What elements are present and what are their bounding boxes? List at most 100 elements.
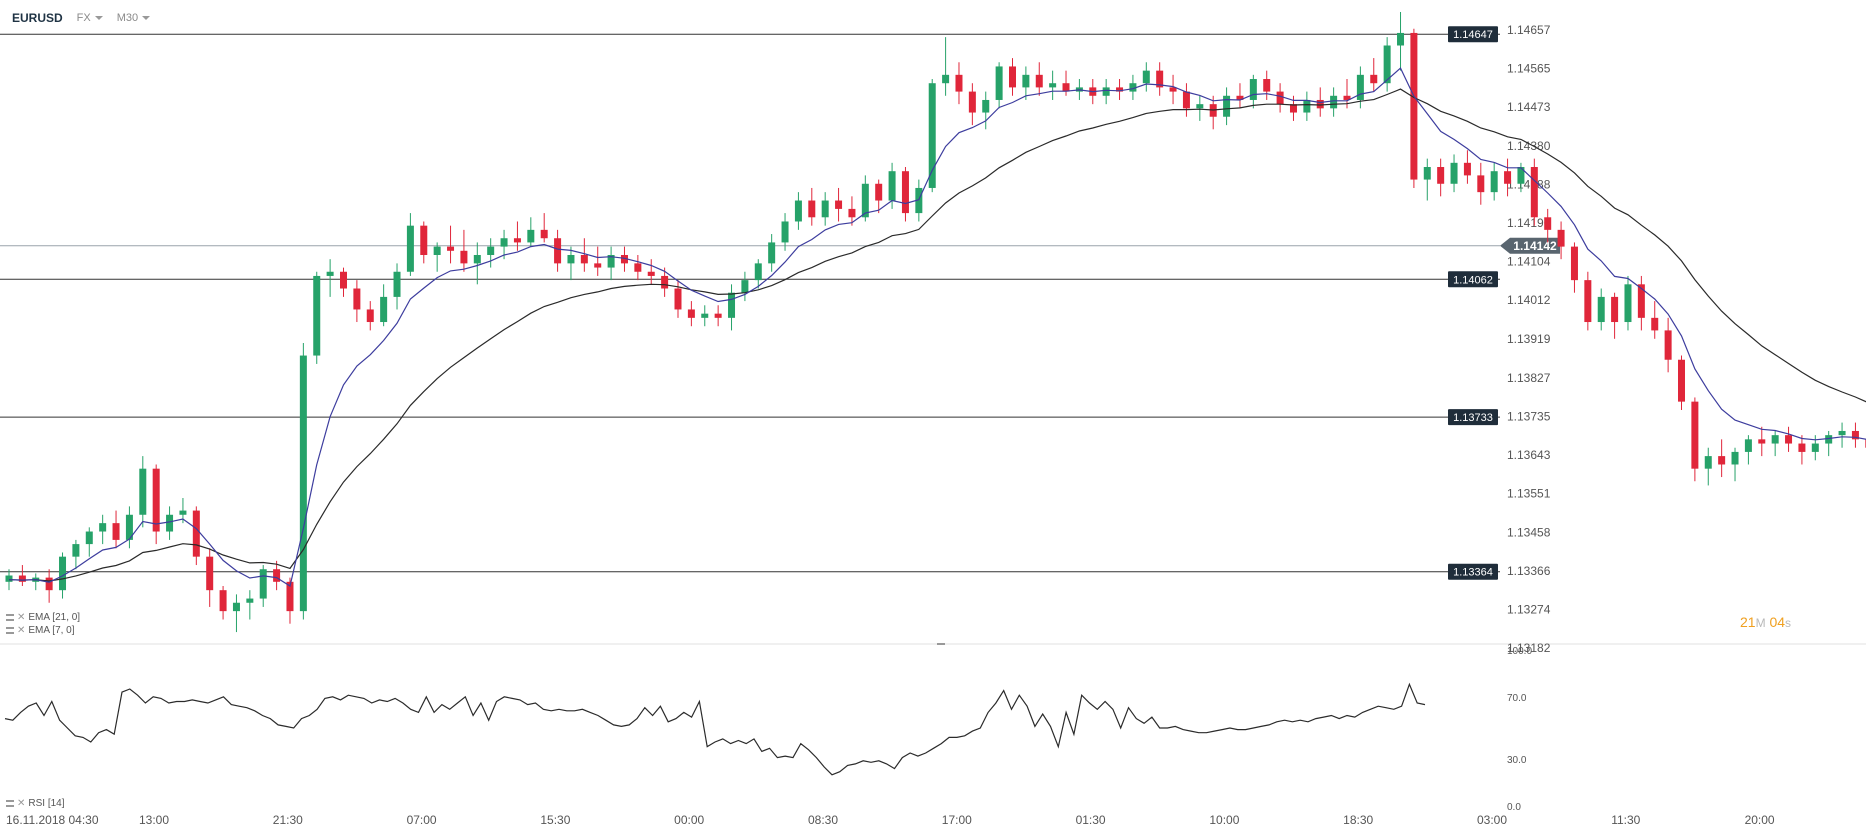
candle-down [1316, 99, 1324, 109]
time-axis-label: 21:30 [273, 813, 303, 827]
candle-down [1678, 359, 1685, 402]
candle-down [460, 250, 468, 264]
time-axis-label: 18:30 [1343, 813, 1373, 827]
candle-down [875, 183, 883, 201]
candle-down [18, 575, 26, 582]
timeframe-dropdown[interactable]: M30 [116, 12, 151, 24]
candle-up [487, 246, 495, 255]
candle-down [447, 246, 455, 251]
timer-seconds: 04 [1769, 614, 1786, 630]
price-tick-label: 1.13366 [1507, 564, 1551, 578]
chevron-down-icon [142, 16, 151, 20]
candle-down [661, 275, 669, 289]
candle-up [99, 523, 107, 532]
candle-down [835, 200, 843, 209]
price-tick-label: 1.13182 [1507, 641, 1551, 655]
symbol-label[interactable]: EURUSD [12, 11, 63, 25]
candle-down [45, 577, 53, 591]
candle-up [85, 531, 93, 545]
candle-down [647, 271, 655, 276]
time-axis-label: 03:00 [1477, 813, 1507, 827]
candle-up [928, 83, 936, 188]
level-price-badge [1448, 26, 1498, 43]
time-axis-label: 15:30 [540, 813, 570, 827]
time-axis-label: 11:30 [1611, 813, 1640, 827]
price-tick-label: 1.14196 [1507, 216, 1551, 230]
candle-up [1303, 99, 1311, 113]
settings-icon[interactable] [6, 614, 14, 621]
candle-up [380, 296, 388, 323]
price-tick-label: 1.13735 [1507, 409, 1551, 423]
indicator-ema-21[interactable]: ✕ EMA [21, 0] [6, 612, 80, 623]
candle-down [1637, 284, 1645, 318]
candle-up [741, 280, 749, 293]
candle-up [1825, 435, 1833, 444]
level-price-label: 1.14647 [1453, 29, 1493, 41]
time-axis-label: 01:30 [1076, 813, 1106, 827]
level-price-label: 1.13733 [1453, 412, 1493, 424]
candle-up [1704, 456, 1712, 469]
candle-up [1356, 74, 1364, 100]
candle-down [1651, 317, 1659, 331]
candle-up [5, 575, 13, 582]
candle-up [821, 200, 829, 218]
indicator-label: RSI [14] [28, 798, 65, 809]
candle-up [326, 271, 334, 276]
candle-up [246, 598, 254, 603]
close-icon[interactable]: ✕ [17, 798, 26, 809]
candle-up [1423, 167, 1431, 180]
indicator-rsi[interactable]: ✕ RSI [14] [6, 798, 65, 809]
candle-down [1116, 87, 1124, 92]
ema-7-line [8, 67, 1866, 587]
level-price-badge [1448, 563, 1498, 580]
candle-up [781, 221, 789, 243]
indicator-label: EMA [21, 0] [28, 612, 81, 623]
candle-down [594, 263, 602, 268]
candle-up [1330, 95, 1338, 109]
candle-down [1370, 74, 1378, 84]
close-icon[interactable]: ✕ [17, 625, 26, 636]
candle-up [1731, 451, 1739, 465]
candle-down [620, 254, 628, 264]
candle-down [1263, 79, 1271, 92]
settings-icon[interactable] [6, 800, 14, 807]
candle-down [1504, 171, 1512, 184]
candle-up [259, 569, 267, 599]
candle-up [915, 187, 923, 214]
candle-down [1169, 87, 1177, 92]
candle-up [139, 468, 147, 515]
candle-up [1196, 104, 1204, 109]
price-tick-label: 1.13827 [1507, 371, 1551, 385]
chart-header: EURUSD FX M30 [12, 11, 151, 25]
price-tick-label: 1.14012 [1507, 293, 1551, 307]
candle-down [1718, 456, 1726, 465]
indicator-ema-7[interactable]: ✕ EMA [7, 0] [6, 625, 75, 636]
candle-down [634, 263, 642, 272]
candle-down [955, 74, 963, 92]
candle-down [1182, 91, 1190, 109]
timer-minutes-unit: M [1755, 616, 1766, 630]
timeframe-label: M30 [116, 12, 139, 24]
market-label: FX [76, 12, 91, 24]
candle-down [366, 309, 374, 323]
price-tick-label: 1.13919 [1507, 332, 1551, 346]
candle-down [1691, 401, 1699, 469]
price-tick-label: 1.14380 [1507, 139, 1551, 153]
time-axis-label: 00:00 [674, 813, 704, 827]
price-tick-label: 1.14104 [1507, 255, 1551, 269]
settings-icon[interactable] [6, 627, 14, 634]
candle-down [1463, 162, 1471, 176]
candle-down [1664, 330, 1672, 360]
candle-up [728, 292, 736, 318]
close-icon[interactable]: ✕ [17, 612, 26, 623]
candle-down [1557, 229, 1565, 247]
candle-down [580, 254, 588, 264]
candle-down [1611, 296, 1619, 323]
candle-down [1276, 91, 1284, 105]
market-dropdown[interactable]: FX [77, 12, 103, 24]
candle-up [1102, 87, 1110, 96]
candle-down [1410, 32, 1418, 180]
time-axis-label: 17:00 [942, 813, 972, 827]
candle-down [1570, 246, 1578, 281]
candle-up [567, 254, 575, 264]
